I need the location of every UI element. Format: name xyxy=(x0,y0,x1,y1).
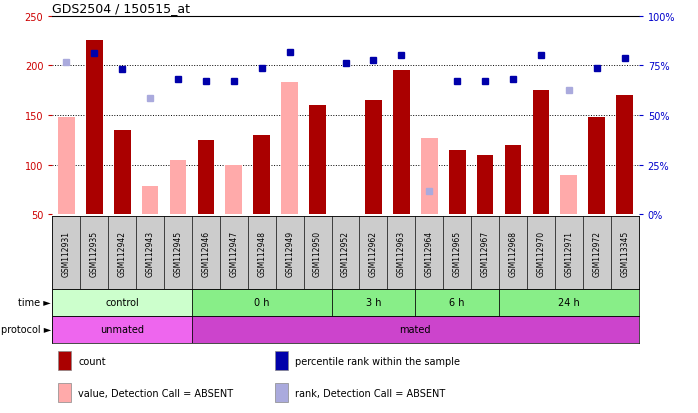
Bar xyxy=(170,160,186,215)
Bar xyxy=(275,351,288,370)
Text: count: count xyxy=(78,356,106,366)
Text: GSM112949: GSM112949 xyxy=(285,230,294,276)
Bar xyxy=(253,135,270,215)
Bar xyxy=(588,118,605,215)
Bar xyxy=(505,145,521,215)
Bar xyxy=(583,217,611,289)
Bar xyxy=(304,217,332,289)
Text: GSM112965: GSM112965 xyxy=(453,230,461,276)
Text: GSM112967: GSM112967 xyxy=(481,230,489,276)
Bar xyxy=(52,316,192,343)
Bar xyxy=(192,289,332,316)
Bar xyxy=(527,217,555,289)
Text: unmated: unmated xyxy=(100,324,144,335)
Text: GDS2504 / 150515_at: GDS2504 / 150515_at xyxy=(52,2,191,15)
Text: GSM112970: GSM112970 xyxy=(537,230,545,276)
Bar xyxy=(415,289,499,316)
Text: GSM112964: GSM112964 xyxy=(425,230,433,276)
Bar xyxy=(58,351,71,370)
Bar xyxy=(108,217,136,289)
Bar xyxy=(611,217,639,289)
Bar xyxy=(415,217,443,289)
Text: GSM112962: GSM112962 xyxy=(369,230,378,276)
Text: rank, Detection Call = ABSENT: rank, Detection Call = ABSENT xyxy=(295,388,445,398)
Text: GSM112931: GSM112931 xyxy=(62,230,70,276)
Text: GSM112950: GSM112950 xyxy=(313,230,322,276)
Bar xyxy=(499,289,639,316)
Text: GSM112963: GSM112963 xyxy=(397,230,406,276)
Text: GSM112943: GSM112943 xyxy=(146,230,154,276)
Text: GSM112972: GSM112972 xyxy=(593,230,601,276)
Bar xyxy=(443,217,471,289)
Bar xyxy=(192,217,220,289)
Bar xyxy=(52,217,80,289)
Text: mated: mated xyxy=(399,324,431,335)
Bar xyxy=(449,150,466,215)
Text: GSM112946: GSM112946 xyxy=(202,230,210,276)
Text: GSM112948: GSM112948 xyxy=(258,230,266,276)
Text: 3 h: 3 h xyxy=(366,297,381,308)
Bar xyxy=(471,217,499,289)
Bar xyxy=(421,138,438,215)
Bar xyxy=(136,217,164,289)
Bar xyxy=(332,289,415,316)
Bar xyxy=(52,289,192,316)
Bar xyxy=(114,131,131,215)
Text: GSM112952: GSM112952 xyxy=(341,230,350,276)
Bar xyxy=(225,165,242,215)
Text: control: control xyxy=(105,297,139,308)
Text: 24 h: 24 h xyxy=(558,297,580,308)
Bar xyxy=(220,217,248,289)
Bar xyxy=(58,383,71,402)
Text: GSM112968: GSM112968 xyxy=(509,230,517,276)
Bar xyxy=(477,155,493,215)
Text: GSM112971: GSM112971 xyxy=(565,230,573,276)
Bar xyxy=(359,217,387,289)
Bar xyxy=(198,140,214,215)
Text: 6 h: 6 h xyxy=(450,297,465,308)
Bar xyxy=(393,71,410,215)
Bar xyxy=(560,175,577,215)
Text: GSM112942: GSM112942 xyxy=(118,230,126,276)
Bar xyxy=(309,106,326,215)
Bar xyxy=(164,217,192,289)
Text: 0 h: 0 h xyxy=(254,297,269,308)
Text: protocol ►: protocol ► xyxy=(1,324,51,335)
Text: GSM113345: GSM113345 xyxy=(621,230,629,276)
Bar xyxy=(533,91,549,215)
Bar xyxy=(142,187,158,215)
Text: value, Detection Call = ABSENT: value, Detection Call = ABSENT xyxy=(78,388,233,398)
Bar xyxy=(192,316,639,343)
Text: GSM112945: GSM112945 xyxy=(174,230,182,276)
Bar xyxy=(58,118,75,215)
Bar xyxy=(281,83,298,215)
Bar xyxy=(387,217,415,289)
Bar xyxy=(616,96,633,215)
Bar xyxy=(499,217,527,289)
Bar xyxy=(555,217,583,289)
Bar xyxy=(365,101,382,215)
Bar xyxy=(86,41,103,215)
Bar xyxy=(275,383,288,402)
Bar xyxy=(332,217,359,289)
Text: GSM112935: GSM112935 xyxy=(90,230,98,276)
Text: percentile rank within the sample: percentile rank within the sample xyxy=(295,356,460,366)
Bar xyxy=(276,217,304,289)
Bar xyxy=(80,217,108,289)
Bar xyxy=(248,217,276,289)
Text: GSM112947: GSM112947 xyxy=(230,230,238,276)
Text: time ►: time ► xyxy=(18,297,51,308)
